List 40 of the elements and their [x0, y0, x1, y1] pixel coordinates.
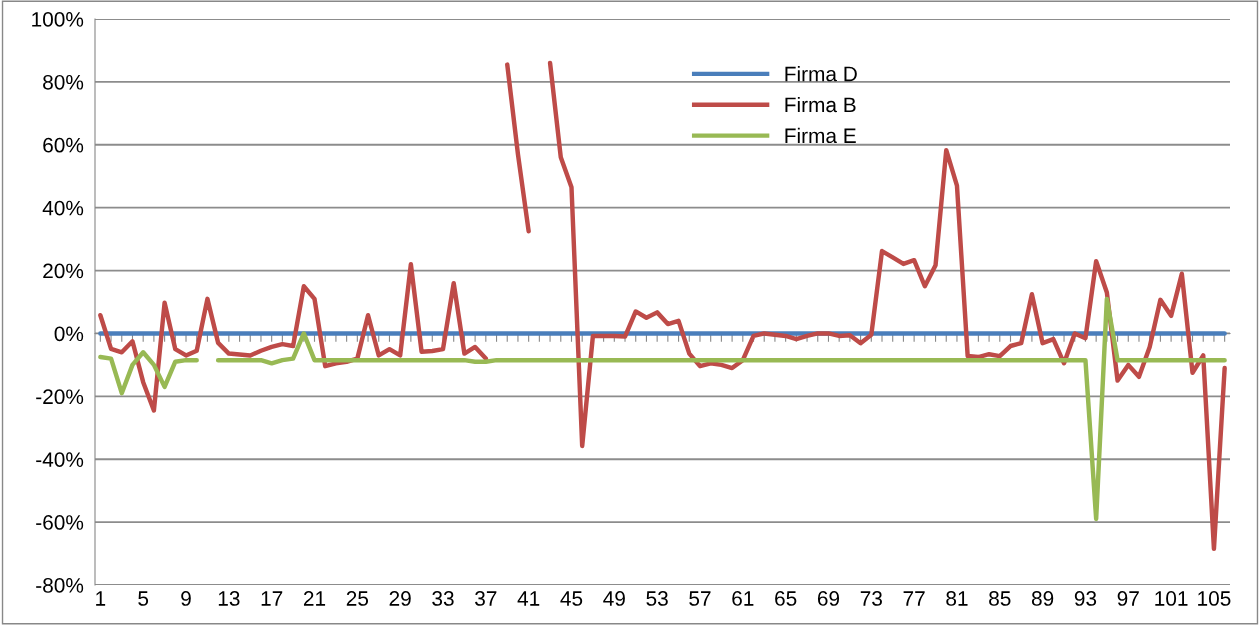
x-tick-label: 73	[860, 591, 882, 606]
x-tick-label: 97	[1117, 591, 1139, 606]
y-tick-label: -20%	[36, 389, 84, 405]
x-tick-label: 69	[817, 591, 840, 606]
y-tick-label: 60%	[43, 137, 84, 153]
y-tick-label: 20%	[43, 263, 84, 279]
x-tick-label: 1	[96, 591, 106, 606]
x-tick-label: 57	[689, 591, 711, 606]
x-tick-label: 9	[181, 591, 191, 606]
y-tick-label: -60%	[36, 515, 84, 530]
y-tick-label: 40%	[42, 200, 84, 216]
y-tick-label: -80%	[36, 578, 84, 593]
x-tick-label: 25	[346, 591, 369, 606]
x-tick-label: 33	[432, 591, 454, 606]
x-tick-label: 89	[1031, 591, 1054, 606]
y-tick-label: 80%	[43, 74, 84, 90]
y-tick-label: 100%	[32, 12, 84, 27]
x-tick-label: 105	[1198, 591, 1231, 606]
x-tick-label: 29	[389, 591, 411, 606]
x-tick-label: 77	[903, 591, 925, 606]
x-tick-label: 41	[517, 591, 540, 606]
x-tick-label: 93	[1074, 591, 1097, 606]
x-tick-label: 5	[138, 591, 149, 606]
y-tick-label: 0%	[54, 326, 84, 342]
y-tick-label: -40%	[36, 452, 84, 467]
x-tick-label: 81	[946, 591, 968, 606]
x-tick-label: 17	[261, 591, 283, 606]
x-tick-label: 61	[732, 591, 754, 606]
x-tick-label: 49	[603, 591, 625, 606]
legend-label: Firma B	[785, 96, 856, 113]
x-tick-label: 21	[303, 591, 326, 606]
x-tick-label: 37	[475, 591, 497, 606]
x-tick-label: 53	[646, 591, 668, 606]
x-tick-label: 101	[1155, 591, 1188, 606]
x-tick-label: 85	[989, 591, 1011, 606]
x-tick-label: 65	[775, 591, 797, 606]
legend-label: Firma E	[785, 127, 856, 144]
x-tick-label: 45	[560, 591, 583, 606]
x-tick-label: 13	[218, 591, 240, 606]
legend-label: Firma D	[785, 66, 857, 82]
